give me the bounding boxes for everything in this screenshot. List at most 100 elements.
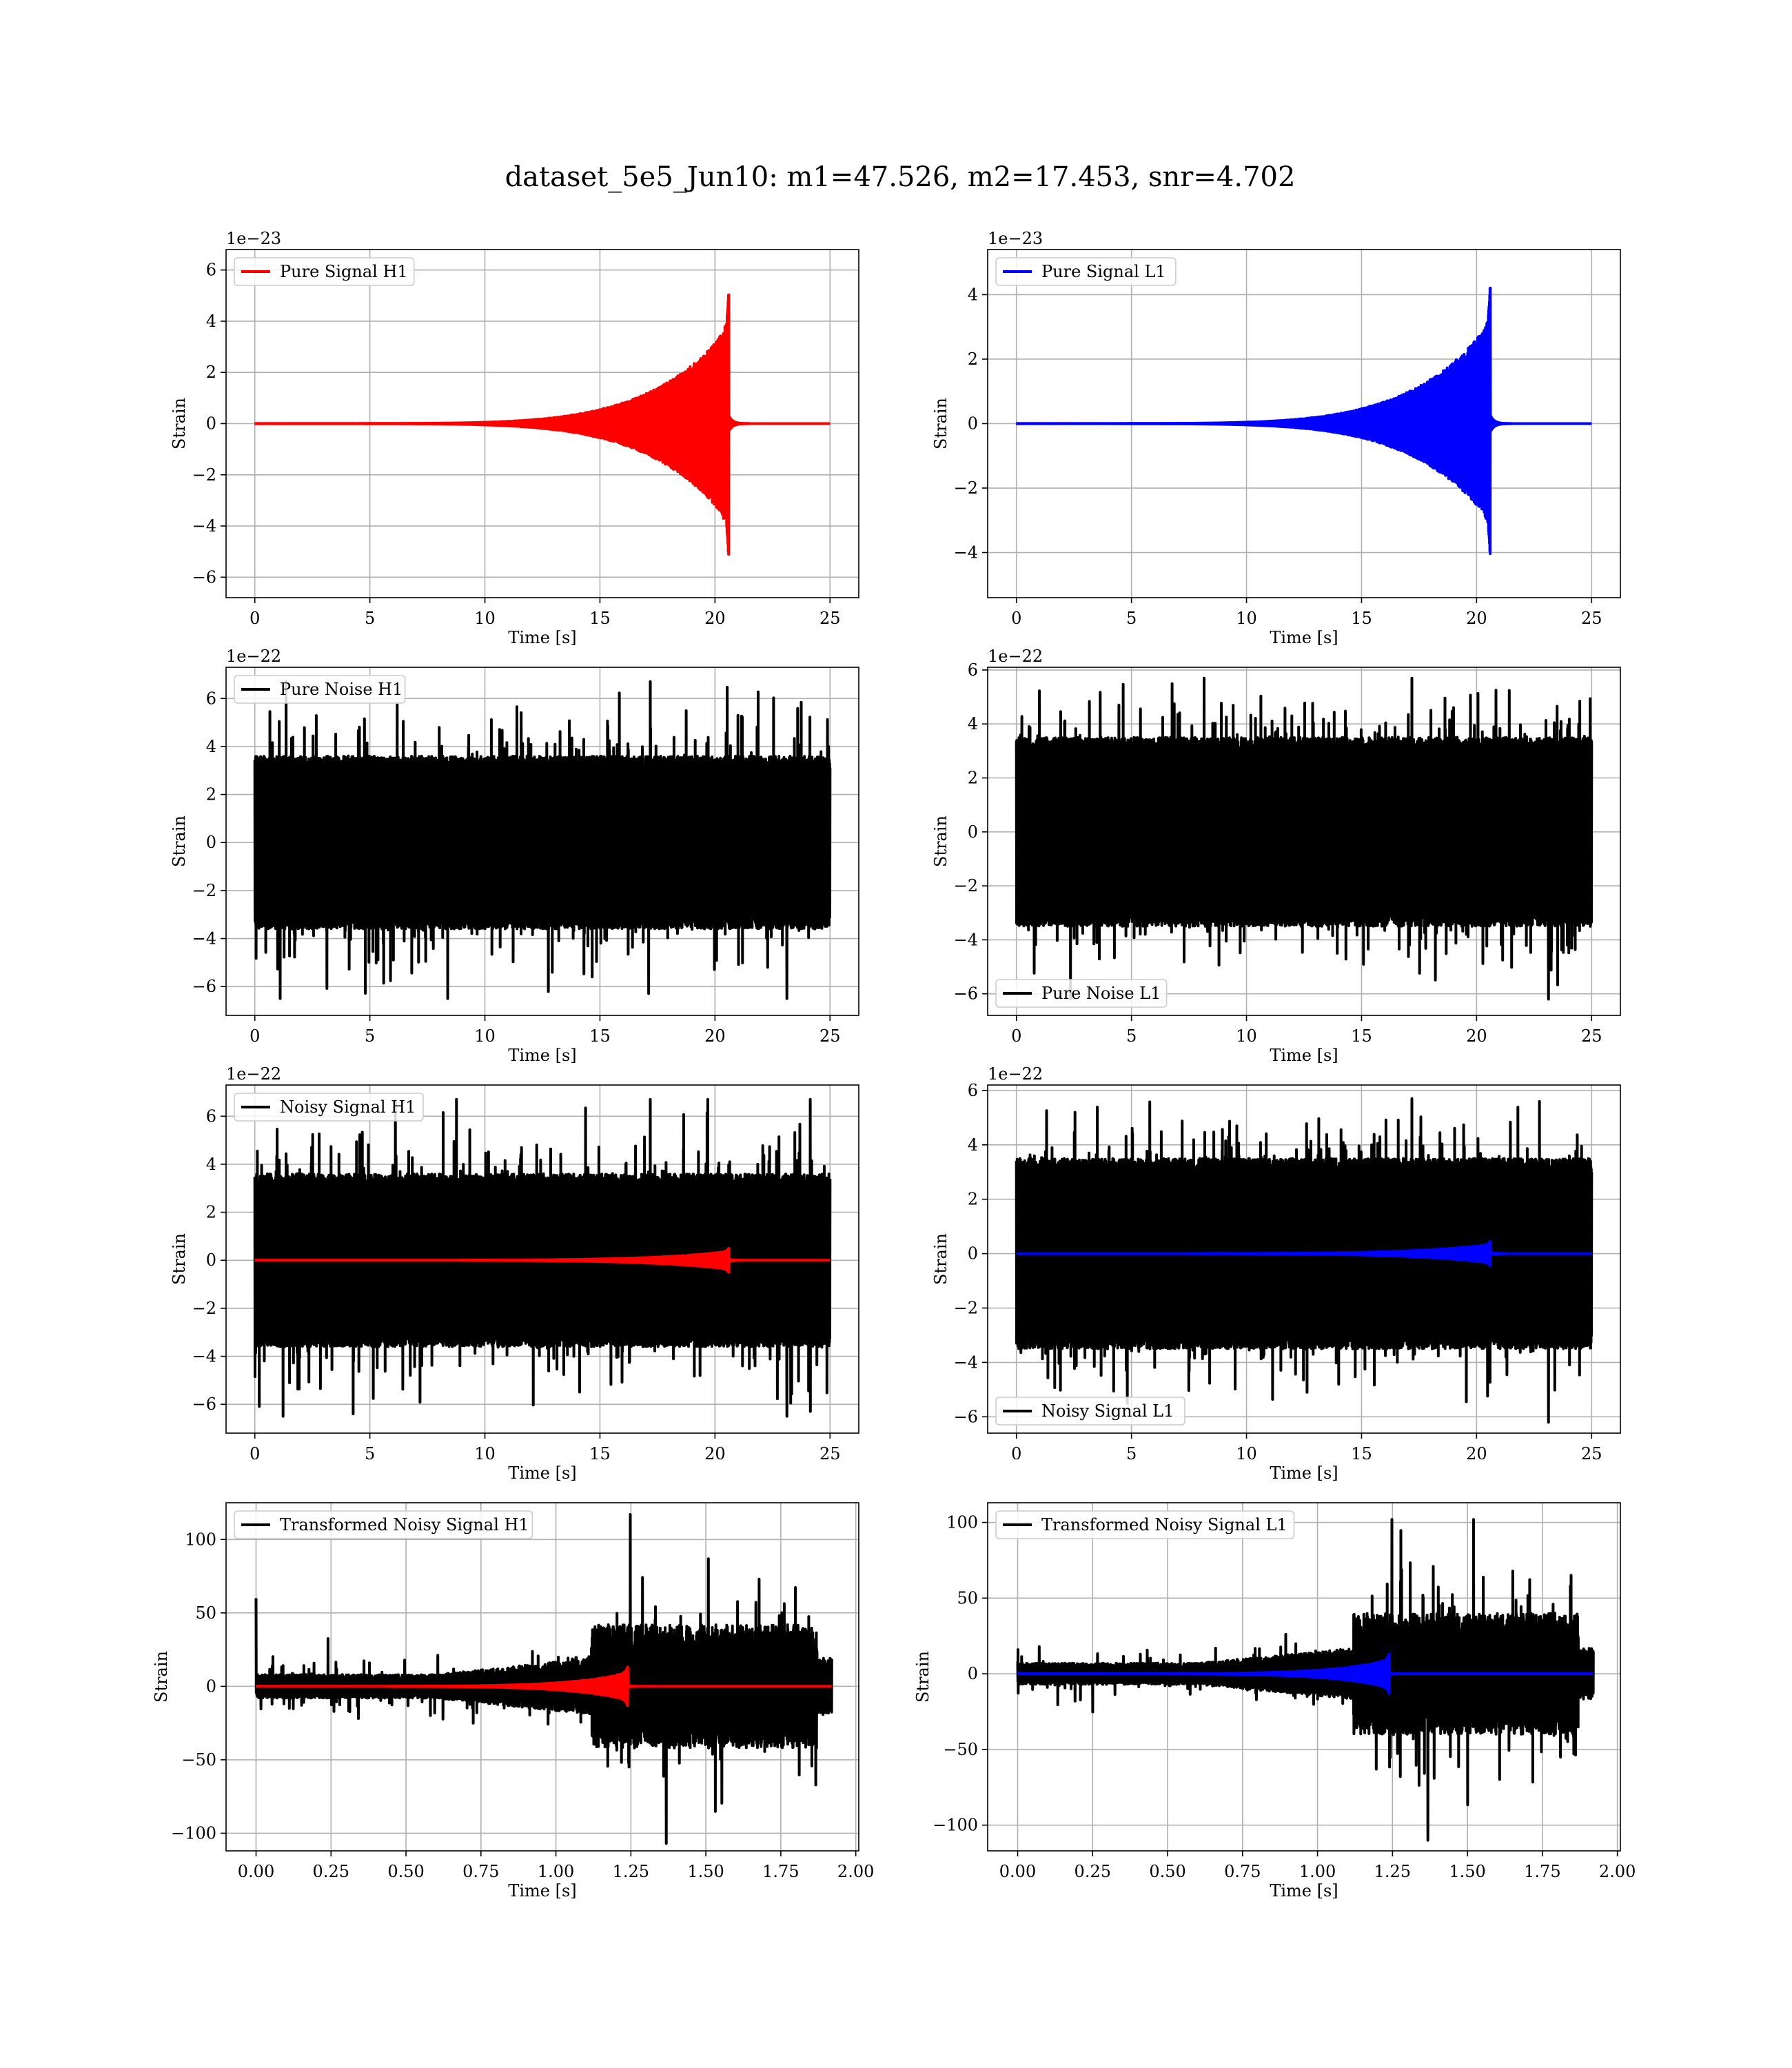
legend-label: Pure Noise L1 (1041, 984, 1161, 1003)
subplot-pure-noise-h1: 0 5 10 15 20 25 −6 −4 −2 0 2 4 6 Time [s] Strain 1e−22 P… (170, 647, 859, 1065)
x-tick-label: 5 (365, 609, 375, 628)
series-line (254, 1513, 833, 1845)
y-tick-label: −100 (171, 1823, 216, 1843)
x-tick-label: 0.50 (1149, 1862, 1185, 1881)
x-tick-label: 10 (1236, 1444, 1257, 1463)
y-tick-label: 50 (195, 1603, 216, 1623)
y-tick-label: 0 (206, 414, 216, 434)
legend: Noisy Signal L1 (995, 1397, 1185, 1426)
y-tick-label: −2 (192, 881, 216, 900)
x-tick-label: 20 (1466, 1444, 1487, 1463)
y-tick-label: −50 (943, 1740, 978, 1759)
x-tick-label: 0 (250, 1444, 260, 1463)
y-tick-label: 0 (968, 1664, 978, 1683)
y-tick-label: −4 (192, 516, 216, 536)
x-tick-label: 5 (1126, 609, 1137, 628)
y-tick-label: 4 (206, 737, 216, 756)
x-tick-label: 10 (474, 609, 496, 628)
x-tick-label: 0.25 (313, 1862, 349, 1881)
y-tick-label: 50 (957, 1588, 978, 1608)
x-tick-label: 10 (1236, 1026, 1257, 1046)
x-tick-label: 0.00 (238, 1862, 274, 1881)
legend-label: Pure Noise H1 (280, 680, 403, 699)
x-tick-label: 15 (1351, 1026, 1372, 1046)
y-axis-label: Strain (931, 398, 950, 449)
plot-area (254, 293, 831, 556)
y-tick-label: −4 (954, 543, 978, 562)
x-axis-label: Time [s] (1270, 1463, 1338, 1483)
x-tick-label: 20 (704, 1026, 726, 1046)
x-tick-label: 20 (1466, 1026, 1487, 1046)
x-tick-label: 5 (365, 1444, 375, 1463)
series-line (254, 1665, 833, 1707)
y-axis-label: Strain (913, 1651, 933, 1703)
x-tick-label: 15 (1351, 1444, 1372, 1463)
x-axis-label: Time [s] (1270, 628, 1338, 647)
axes-frame (987, 1084, 1621, 1434)
y-axis-label: Strain (170, 1233, 189, 1285)
x-tick-label: 10 (474, 1026, 496, 1046)
y-tick-label: −2 (192, 465, 216, 485)
x-tick-label: 10 (474, 1444, 496, 1463)
axes-frame (225, 667, 859, 1016)
x-tick-label: 5 (365, 1026, 375, 1046)
x-tick-label: 15 (589, 609, 611, 628)
x-tick-label: 0.00 (999, 1862, 1036, 1881)
y-tick-label: 6 (968, 1081, 978, 1100)
x-axis-label: Time [s] (1270, 1046, 1338, 1065)
y-tick-label: 6 (968, 660, 978, 680)
x-tick-label: 25 (1581, 1444, 1602, 1463)
offset-text: 1e−23 (988, 229, 1043, 248)
legend-label: Noisy Signal H1 (280, 1097, 416, 1117)
x-tick-label: 10 (1236, 609, 1257, 628)
x-tick-label: 25 (819, 1026, 841, 1046)
y-axis-label: Strain (931, 1233, 950, 1285)
y-tick-label: 100 (946, 1513, 978, 1532)
series-line (254, 1247, 831, 1274)
y-tick-label: 4 (968, 714, 978, 733)
y-tick-label: 2 (968, 349, 978, 369)
series-line (1015, 286, 1593, 556)
x-axis-label: Time [s] (1270, 1881, 1338, 1900)
x-tick-label: 0.75 (462, 1862, 499, 1881)
legend: Pure Signal L1 (995, 257, 1177, 286)
x-tick-label: 0.50 (387, 1862, 424, 1881)
y-tick-label: 2 (206, 785, 216, 804)
y-tick-label: −2 (954, 478, 978, 498)
axes-frame (225, 1502, 859, 1852)
x-tick-label: 20 (704, 609, 726, 628)
x-tick-label: 20 (1466, 609, 1487, 628)
subplot-transformed-h1: 0.00 0.25 0.50 0.75 1.00 1.25 1.50 1.75 2.00 −100… (152, 1502, 874, 1900)
x-tick-label: 0 (250, 609, 260, 628)
y-tick-label: 4 (206, 1155, 216, 1174)
x-tick-label: 25 (819, 609, 841, 628)
legend: Transformed Noisy Signal L1 (995, 1510, 1295, 1539)
plot-area (254, 1513, 833, 1845)
series-line (1016, 1652, 1595, 1695)
x-tick-label: 0 (1011, 1444, 1021, 1463)
y-tick-label: 4 (206, 312, 216, 331)
legend-label: Transformed Noisy Signal L1 (1041, 1515, 1287, 1534)
y-tick-label: 0 (206, 1676, 216, 1696)
legend: Transformed Noisy Signal H1 (234, 1510, 533, 1539)
x-tick-label: 5 (1126, 1444, 1137, 1463)
y-tick-label: −50 (181, 1750, 216, 1770)
x-tick-label: 0 (1011, 609, 1021, 628)
x-tick-label: 1.25 (1374, 1862, 1411, 1881)
legend: Pure Noise H1 (234, 675, 406, 704)
x-tick-label: 1.75 (762, 1862, 799, 1881)
x-tick-label: 0 (250, 1026, 260, 1046)
series-line (253, 680, 832, 1000)
offset-text: 1e−22 (226, 1064, 281, 1084)
plot-area (253, 1097, 832, 1418)
legend: Pure Noise L1 (995, 979, 1168, 1008)
axes-frame (225, 1084, 859, 1434)
y-tick-label: 2 (206, 1203, 216, 1222)
offset-text: 1e−22 (988, 647, 1043, 666)
legend-label: Pure Signal H1 (280, 262, 408, 281)
legend-label: Noisy Signal L1 (1041, 1401, 1174, 1421)
y-tick-label: −2 (192, 1299, 216, 1318)
offset-text: 1e−23 (226, 229, 281, 248)
y-tick-label: 6 (206, 1106, 216, 1126)
